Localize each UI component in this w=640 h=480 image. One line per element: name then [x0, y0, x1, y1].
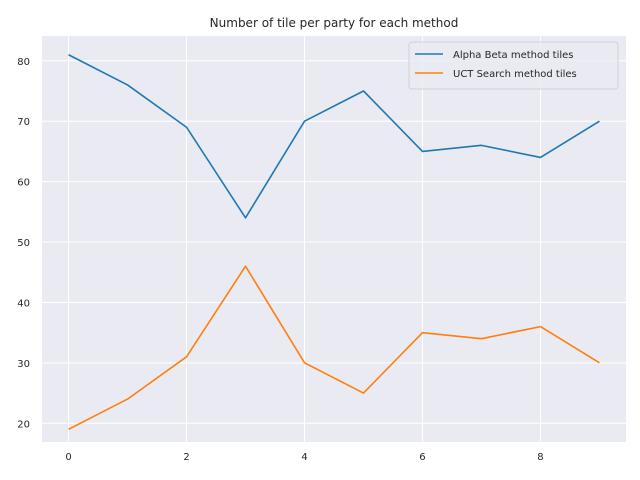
- series-line: [68, 265, 600, 431]
- x-tick-label: 4: [301, 452, 307, 463]
- y-axis-ticks: 20 30 40 50 60 70 80: [17, 57, 30, 431]
- y-tick-label: 40: [17, 298, 30, 309]
- grid-lines: [42, 36, 626, 442]
- legend: Alpha Beta method tiles UCT Search method…: [408, 41, 619, 90]
- legend-label: Alpha Beta method tiles: [453, 50, 574, 61]
- y-tick-label: 70: [17, 117, 30, 128]
- x-tick-label: 2: [183, 452, 189, 463]
- legend-box: [408, 41, 619, 90]
- x-axis-ticks: 0 2 4 6 8: [65, 452, 543, 463]
- x-tick-label: 6: [419, 452, 425, 463]
- x-tick-label: 8: [537, 452, 543, 463]
- series-lines: [68, 54, 600, 431]
- plot-area: [42, 36, 626, 442]
- series-line: [68, 54, 600, 219]
- y-tick-label: 80: [17, 57, 30, 68]
- chart-title: Number of tile per party for each method: [210, 16, 459, 30]
- y-tick-label: 60: [17, 178, 30, 189]
- legend-label: UCT Search method tiles: [453, 69, 577, 80]
- y-tick-label: 50: [17, 238, 30, 249]
- y-tick-label: 20: [17, 419, 30, 430]
- y-tick-label: 30: [17, 359, 30, 370]
- x-tick-label: 0: [65, 452, 71, 463]
